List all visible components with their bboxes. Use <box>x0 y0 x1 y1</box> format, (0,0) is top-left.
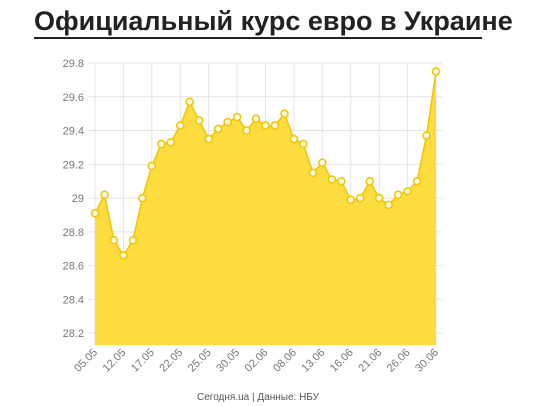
point <box>327 175 337 184</box>
point <box>318 158 327 167</box>
point <box>232 112 242 122</box>
y-tick-label: 28.2 <box>63 328 84 340</box>
point <box>403 187 412 196</box>
point <box>289 134 299 144</box>
x-tick-label: 25.05 <box>186 347 214 375</box>
y-tick-label: 29.4 <box>63 126 84 138</box>
point <box>374 193 384 203</box>
y-tick-label: 29.2 <box>63 159 84 171</box>
point <box>422 131 431 140</box>
x-tick-label: 30.05 <box>214 347 242 375</box>
point <box>119 251 128 260</box>
point <box>270 121 280 130</box>
point <box>242 126 251 135</box>
x-tick-label: 22.05 <box>157 347 185 375</box>
point <box>194 116 204 125</box>
point <box>365 176 374 186</box>
point <box>384 200 393 210</box>
y-tick-label: 28.6 <box>63 261 84 273</box>
point <box>261 121 270 130</box>
y-tick-label: 29.8 <box>63 58 84 70</box>
x-tick-label: 02.06 <box>243 347 271 375</box>
y-tick-label: 29 <box>72 193 84 205</box>
point <box>393 190 403 199</box>
point <box>147 161 157 171</box>
point <box>346 195 355 205</box>
y-tick-label: 29.6 <box>63 92 84 104</box>
area <box>95 71 436 345</box>
point <box>109 236 119 245</box>
point <box>355 193 365 203</box>
point <box>251 114 261 123</box>
point <box>299 139 308 149</box>
x-tick-label: 05.05 <box>72 347 100 375</box>
x-tick-label: 26.06 <box>385 347 413 375</box>
x-tick-label: 30.06 <box>413 347 441 375</box>
x-tick-label: 16.06 <box>328 347 356 375</box>
x-tick-label: 17.05 <box>129 347 157 375</box>
x-tick-label: 08.06 <box>271 347 299 375</box>
point <box>138 193 147 203</box>
x-tick-label: 13.06 <box>300 347 328 375</box>
point <box>223 117 232 127</box>
chart-title: Официальный курс евро в Украине <box>34 6 513 36</box>
point <box>308 168 318 178</box>
point <box>185 97 194 107</box>
point <box>157 139 166 149</box>
source: Сегодня.ua | Данные: НБУ <box>197 392 320 403</box>
y-tick-label: 28.4 <box>63 294 84 306</box>
point <box>166 138 176 147</box>
point <box>337 176 346 186</box>
point <box>204 134 213 144</box>
point <box>412 176 422 186</box>
point <box>213 124 223 134</box>
y-tick-label: 28.8 <box>63 227 84 239</box>
point <box>431 67 441 76</box>
point <box>176 121 185 130</box>
x-tick-label: 12.05 <box>101 347 129 375</box>
point <box>280 109 289 118</box>
x-tick-label: 21.06 <box>356 347 384 375</box>
point <box>90 209 100 218</box>
point <box>128 236 138 245</box>
point <box>100 190 109 199</box>
